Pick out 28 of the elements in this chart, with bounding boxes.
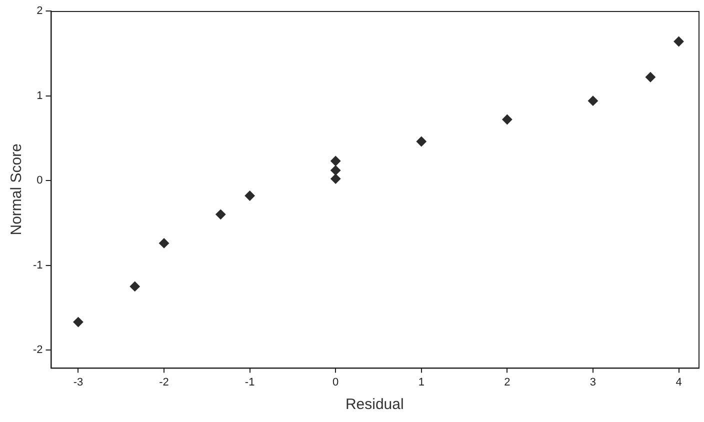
point	[330, 165, 341, 176]
point	[244, 190, 255, 201]
point	[416, 136, 426, 147]
point	[502, 114, 512, 124]
y-tick-label: 1	[36, 90, 43, 102]
x-axis-title: Residual	[345, 396, 404, 414]
point	[588, 96, 598, 106]
x-tick-label: 2	[504, 376, 510, 388]
y-axis-title: Normal Score	[8, 144, 26, 236]
point	[130, 281, 140, 292]
x-tick-label: 4	[676, 376, 682, 388]
point	[73, 317, 84, 328]
x-tick-label: 0	[332, 376, 339, 388]
x-tick-label: 3	[590, 376, 596, 388]
x-tick-label: -1	[244, 376, 255, 388]
y-tick-label: -2	[33, 344, 43, 356]
x-tick-label: 1	[418, 376, 424, 388]
point	[645, 72, 656, 82]
y-tick-label: 2	[36, 5, 43, 18]
point	[159, 238, 170, 248]
point	[330, 174, 341, 184]
point	[216, 209, 226, 220]
x-tick-label: -2	[159, 376, 169, 388]
point	[674, 36, 684, 47]
y-tick-label: -1	[33, 259, 43, 272]
x-tick-label: -3	[73, 376, 84, 388]
point	[330, 156, 341, 166]
y-tick-label: 0	[36, 174, 43, 187]
